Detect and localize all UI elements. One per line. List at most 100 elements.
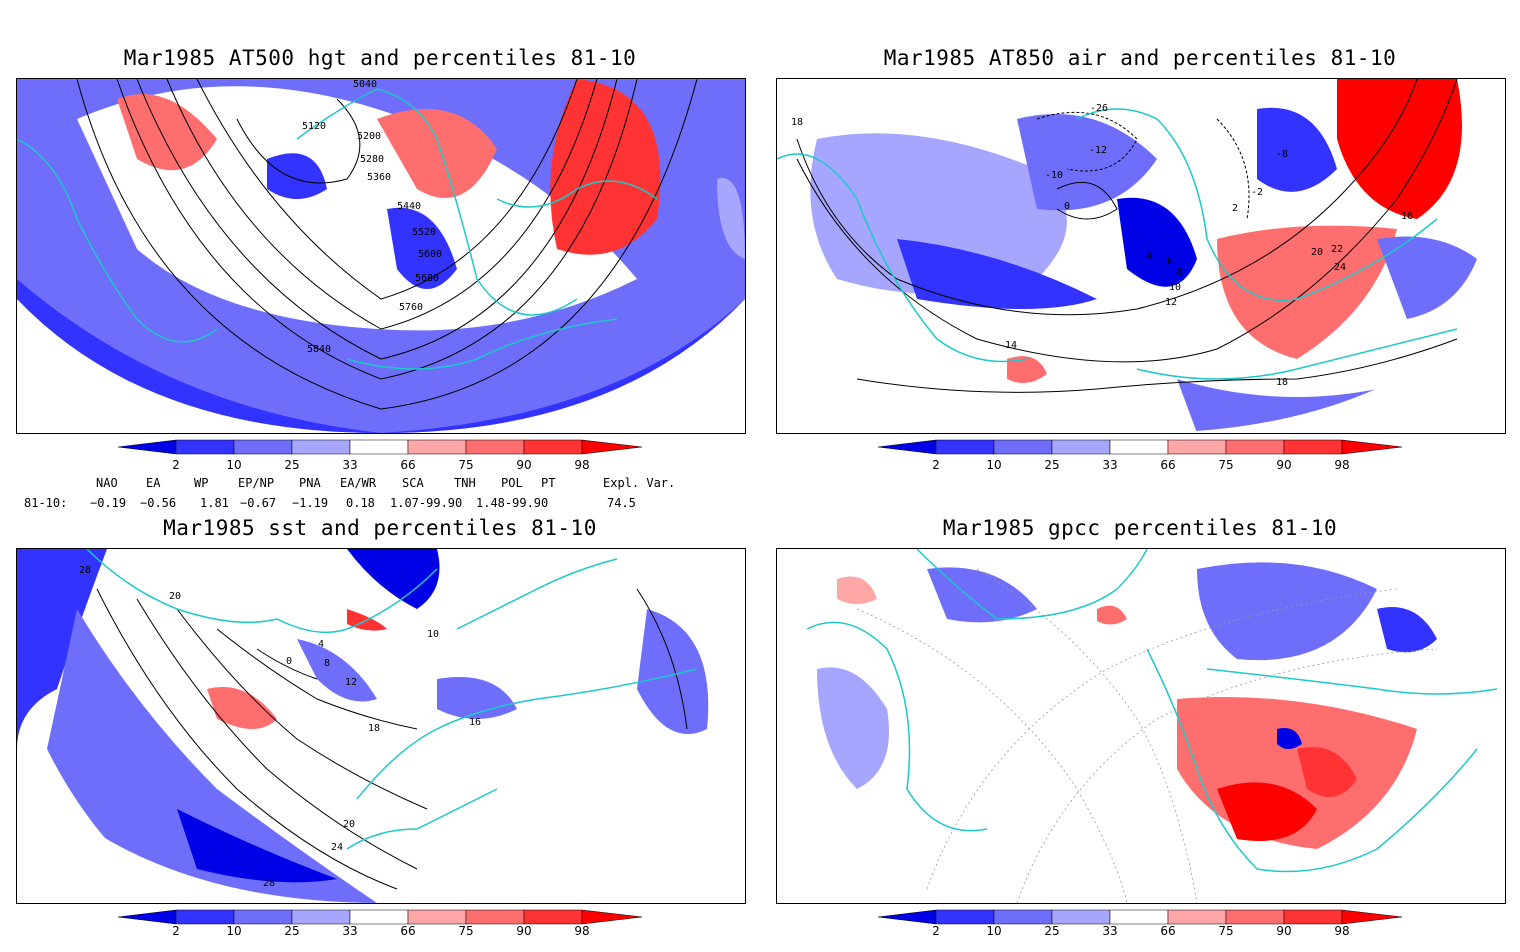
air-contour-label: 12 [1165,297,1177,308]
tele-header: EA [146,476,161,490]
air-contour-label: 10 [1169,282,1181,293]
hgt-contour-label: 5760 [399,302,423,313]
air-contour-label: -2 [1251,187,1263,198]
colorbar-label: 90 [516,924,532,938]
hgt-contour-label: 5520 [412,227,436,238]
air-contour-label: -26 [1090,103,1108,114]
hgt-contour-label: 5200 [357,131,381,142]
sst-contour-label: 4 [318,639,324,650]
tele-value: 1.07-99.90 [390,496,463,510]
air-contour-label: 24 [1334,262,1346,273]
tele-value: 1.81 [200,496,229,510]
colorbar-svg [878,439,1403,455]
map-panel-air: 18 -26 -12 -10 -8 -2 0 2 4 6 8 10 12 14 … [776,78,1506,434]
colorbar-label: 33 [1102,924,1118,938]
hgt-contour-label: 5440 [397,201,421,212]
map-panel-sst: 28 20 0 4 8 12 16 18 20 24 28 10 [16,548,746,904]
colorbar-label: 25 [1044,924,1060,938]
air-contour-label: 18 [1276,377,1288,388]
colorbar-label: 90 [1276,924,1292,938]
colorbar-label: 98 [574,458,590,472]
colorbar-label: 66 [1160,924,1176,938]
colorbar-label: 75 [458,924,474,938]
colorbar-label: 66 [1160,458,1176,472]
colorbar-label: 33 [342,458,358,472]
panel-title-gpcc: Mar1985 gpcc percentiles 81-10 [942,516,1338,540]
colorbar-label: 66 [400,924,416,938]
sst-contour-label: 20 [169,591,181,602]
air-contour-label: 16 [1401,211,1413,222]
tele-value: 74.5 [607,496,636,510]
map-panel-hgt: 5040 5120 5200 5280 5360 5440 5520 5600 … [16,78,746,434]
hgt-contour-label: 5840 [307,344,331,355]
teleconnection-table: NAO EA WP EP/NP PNA EA/WR SCA TNH POL PT… [16,474,716,514]
air-contour-label: 6 [1167,256,1173,267]
sst-contour-label: 16 [469,717,481,728]
air-contour-label: -12 [1089,145,1107,156]
tele-header: SCA [402,476,424,490]
air-contour-label: 0 [1064,201,1070,212]
tele-value: −1.19 [292,496,329,510]
tele-header: PNA [299,476,321,490]
sst-contour-label: 18 [368,723,380,734]
tele-header: EP/NP [238,476,275,490]
air-contour-label: 2 [1232,203,1238,214]
colorbar-label: 25 [284,458,300,472]
tele-header: WP [194,476,209,490]
colorbar-svg [878,909,1403,925]
air-contour-label: 22 [1331,244,1343,255]
air-contour-label: -10 [1045,170,1063,181]
hgt-contour-label: 5040 [353,79,377,90]
colorbar-label: 10 [226,924,242,938]
colorbar-label: 75 [1218,458,1234,472]
colorbar-label: 33 [342,924,358,938]
colorbar-label: 90 [1276,458,1292,472]
colorbar-label: 10 [226,458,242,472]
map-panel-gpcc [776,548,1506,904]
sst-contour-label: 20 [343,819,355,830]
tele-value: −0.67 [240,496,277,510]
colorbar-label: 98 [1334,924,1350,938]
air-contour-label: 4 [1146,251,1152,262]
hgt-map: 5040 5120 5200 5280 5360 5440 5520 5600 … [17,79,745,433]
air-contour-label: 8 [1176,267,1182,278]
colorbar-label: 75 [458,458,474,472]
hgt-contour-label: 5360 [367,172,391,183]
tele-value: −0.19 [90,496,127,510]
hgt-contour-label: 5120 [302,121,326,132]
colorbar-label: 98 [1334,458,1350,472]
colorbar-label: 98 [574,924,590,938]
tele-header: NAO [96,476,118,490]
colorbar-label: 90 [516,458,532,472]
colorbar-label: 33 [1102,458,1118,472]
air-map: 18 -26 -12 -10 -8 -2 0 2 4 6 8 10 12 14 … [777,79,1505,433]
sst-contour-label: 28 [79,565,91,576]
tele-header: PT [541,476,556,490]
colorbar-hgt: 2 10 25 33 66 75 90 98 [118,438,648,482]
colorbar-label: 2 [932,458,940,472]
tele-value: −0.56 [140,496,177,510]
colorbar-label: 66 [400,458,416,472]
tele-header: EA/WR [340,476,377,490]
sst-contour-label: 28 [263,878,275,889]
colorbar-label: 2 [932,924,940,938]
colorbar-gpcc: 2 10 25 33 66 75 90 98 [878,908,1408,952]
colorbar-label: 75 [1218,924,1234,938]
colorbar-svg [118,909,643,925]
colorbar-label: 2 [172,924,180,938]
tele-row-label: 81-10: [24,496,68,510]
colorbar-svg [118,439,643,455]
air-contour-label: 14 [1005,340,1017,351]
sst-contour-label: 8 [324,658,330,669]
colorbar-sst: 2 10 25 33 66 75 90 98 [118,908,648,952]
colorbar-air: 2 10 25 33 66 75 90 98 [878,438,1408,482]
tele-value: 1.48-99.90 [476,496,549,510]
colorbar-label: 2 [172,458,180,472]
air-contour-label: -8 [1276,149,1288,160]
panel-title-hgt: Mar1985 AT500 hgt and percentiles 81-10 [123,46,637,70]
tele-header: Expl. Var. [603,476,676,490]
hgt-contour-label: 5600 [418,249,442,260]
air-contour-label: 18 [791,117,803,128]
colorbar-label: 25 [1044,458,1060,472]
hgt-contour-label: 5280 [360,154,384,165]
